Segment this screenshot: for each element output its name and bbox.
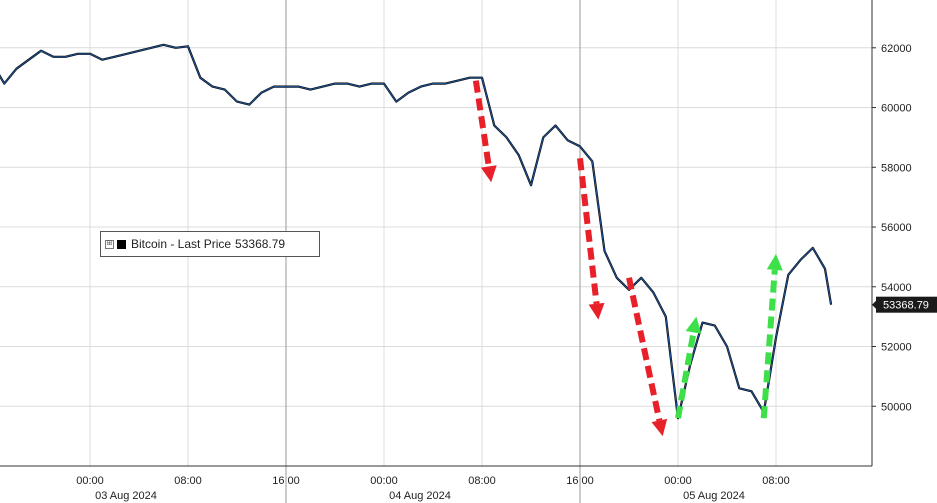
annotation-arrowhead-down	[480, 165, 497, 183]
last-price-box	[876, 296, 937, 313]
annotation-arrow-up	[760, 269, 778, 419]
x-time-label: 00:00	[76, 475, 104, 487]
annotation-arrow-down	[577, 157, 600, 305]
annotation-arrowhead-down	[588, 302, 605, 320]
annotation-arrowhead-up	[685, 316, 702, 334]
y-tick-label: 60000	[881, 103, 912, 115]
legend-toggle-icon[interactable]: ⊞	[105, 239, 114, 249]
x-date-label: 05 Aug 2024	[683, 490, 745, 502]
x-time-label: 08:00	[468, 475, 496, 487]
x-time-label: 00:00	[664, 475, 692, 487]
series-line	[0, 44, 832, 419]
y-tick-label: 52000	[881, 342, 912, 354]
annotation-arrow-down	[472, 80, 492, 167]
annotation-arrowhead-up	[766, 253, 783, 271]
y-tick-label: 54000	[881, 282, 912, 294]
x-time-label: 08:00	[762, 475, 790, 487]
last-price-pointer	[872, 299, 877, 310]
y-tick-label: 56000	[881, 222, 912, 234]
legend-series-label: Bitcoin - Last Price	[131, 237, 232, 251]
last-price-label: 53368.79	[883, 300, 929, 312]
y-tick-label: 62000	[881, 43, 912, 55]
annotation-arrowhead-down	[651, 418, 668, 437]
legend-last-value: 53368.79	[235, 237, 286, 251]
x-time-label: 08:00	[174, 475, 202, 487]
x-date-label: 03 Aug 2024	[95, 490, 157, 502]
x-time-label: 00:00	[370, 475, 398, 487]
y-tick-label: 50000	[881, 401, 912, 413]
annotation-arrow-up	[675, 331, 697, 419]
legend-color-swatch	[117, 239, 126, 249]
chart-legend: ⊞ Bitcoin - Last Price 53368.79	[100, 231, 320, 257]
annotation-arrow-down	[626, 277, 663, 422]
y-tick-label: 58000	[881, 162, 912, 174]
x-date-label: 04 Aug 2024	[389, 490, 451, 502]
